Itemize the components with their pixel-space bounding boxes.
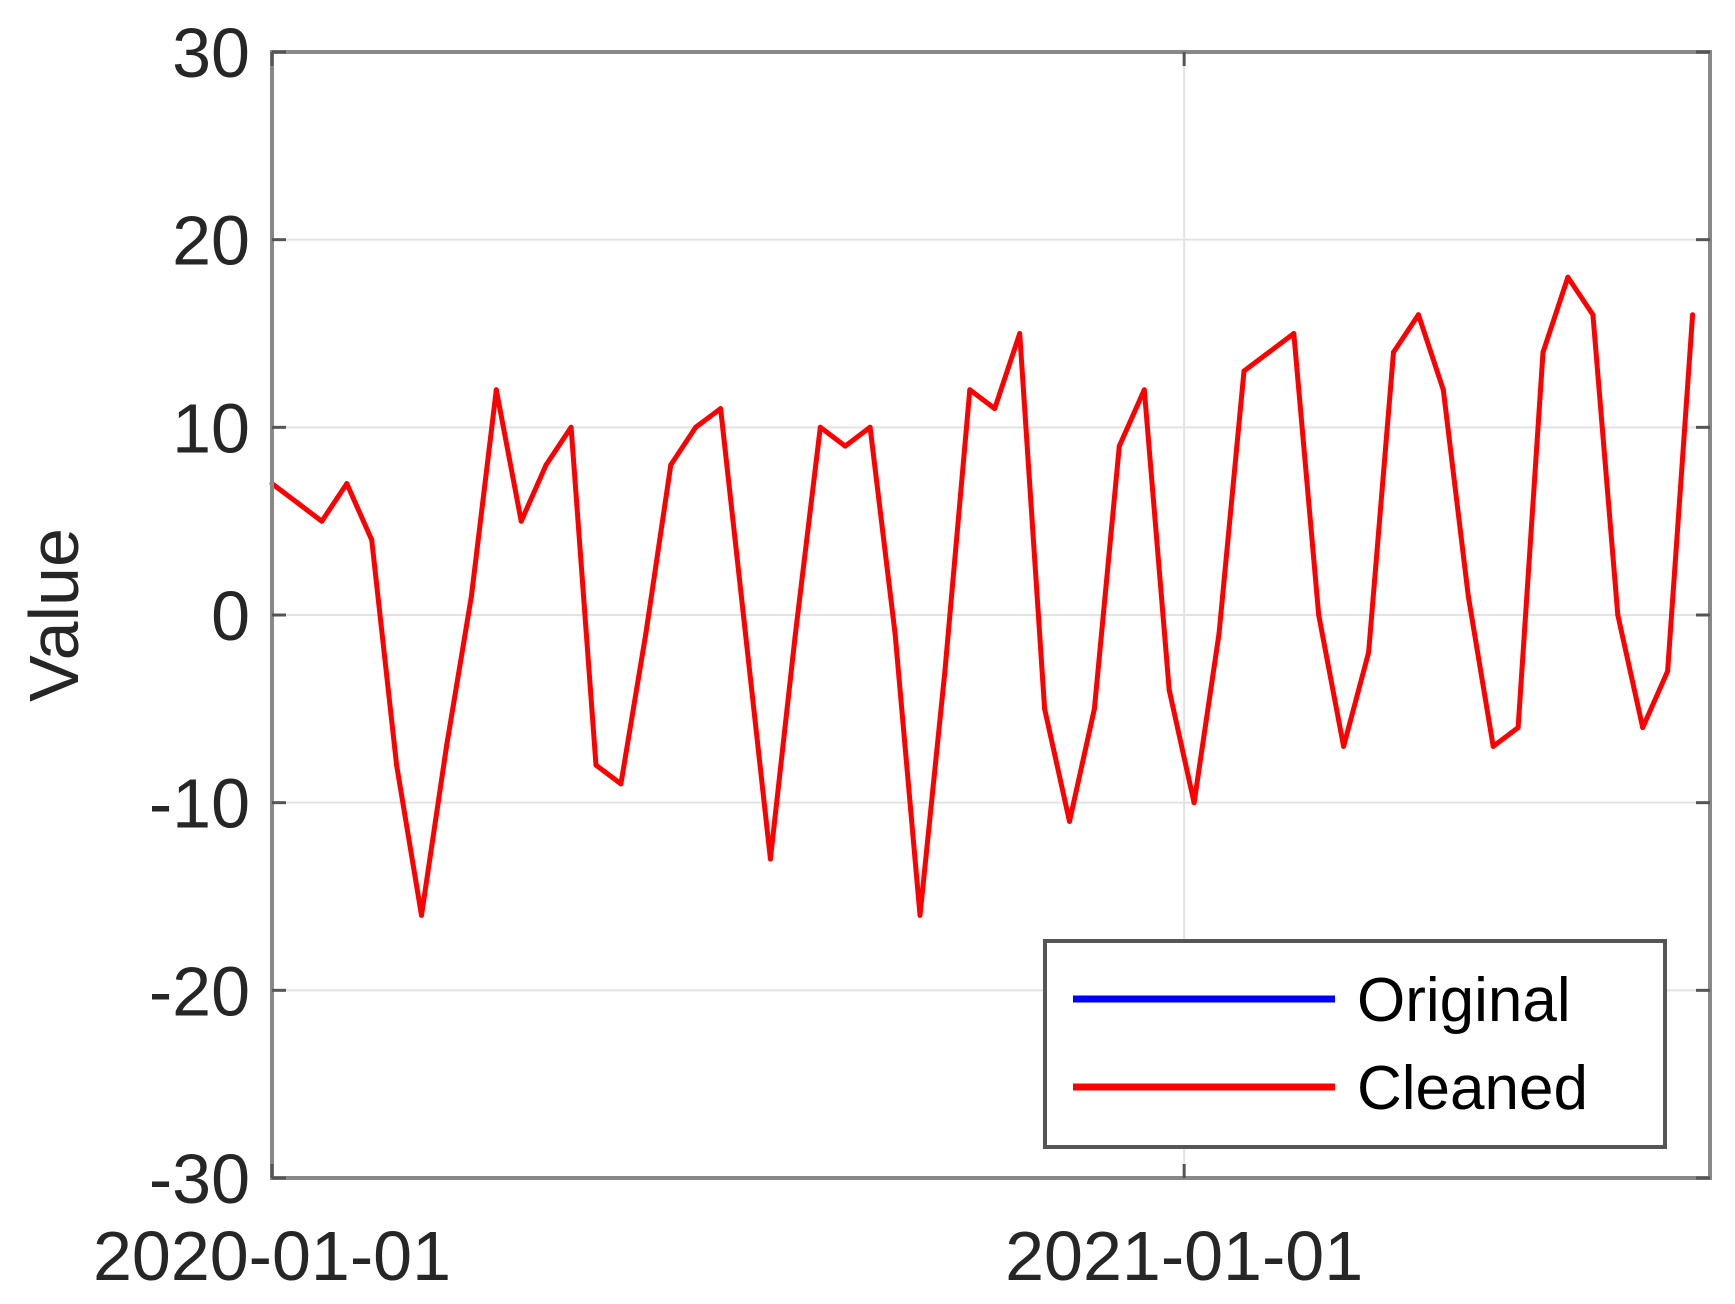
y-tick-label: 0 (211, 577, 250, 655)
data-point-cleaned (618, 781, 624, 787)
data-point-cleaned (1017, 331, 1023, 336)
data-point-cleaned (1216, 631, 1222, 637)
data-point-cleaned (1341, 743, 1347, 749)
data-point-cleaned (817, 424, 823, 430)
data-point-cleaned (693, 424, 699, 430)
data-point-cleaned (543, 462, 549, 468)
data-point-cleaned (1465, 593, 1471, 599)
y-tick-label: 20 (172, 202, 250, 280)
data-point-cleaned (394, 762, 400, 768)
data-point-cleaned (1067, 818, 1072, 824)
axis-ticks (270, 50, 1710, 1180)
data-point-cleaned (1266, 349, 1272, 355)
data-point-cleaned (1141, 387, 1147, 393)
y-tick-label: -10 (149, 765, 250, 843)
data-point-cleaned (1042, 706, 1048, 712)
data-point-cleaned (1690, 312, 1696, 318)
legend: Original Cleaned (1043, 939, 1667, 1149)
legend-box (1043, 939, 1667, 1149)
y-tick-label: -20 (149, 952, 250, 1030)
data-point-cleaned (518, 518, 524, 524)
series-lines (269, 274, 1696, 918)
data-point-cleaned (444, 743, 449, 749)
y-tick-label: 10 (172, 389, 250, 467)
data-point-cleaned (1316, 612, 1322, 618)
data-point-cleaned (867, 424, 873, 430)
data-point-cleaned (1166, 687, 1172, 693)
data-point-cleaned (718, 406, 724, 412)
x-tick-label: 2020-01-01 (93, 1217, 451, 1295)
data-point-cleaned (1515, 725, 1521, 731)
series-line-cleaned (270, 274, 1696, 918)
data-point-cleaned (1241, 368, 1247, 374)
data-point-cleaned (493, 387, 499, 393)
data-point-cleaned (568, 424, 574, 430)
data-point-cleaned (1391, 349, 1396, 355)
data-point-cleaned (767, 856, 773, 862)
legend-label-original: Original (1357, 966, 1571, 1035)
data-point-cleaned (593, 762, 599, 768)
data-point-cleaned (967, 387, 973, 393)
data-point-cleaned (1590, 312, 1596, 318)
data-point-cleaned (1640, 725, 1646, 731)
y-tick-labels: -30 -20 -10 0 10 20 30 (149, 14, 250, 1218)
data-point-cleaned (1415, 312, 1421, 318)
data-point-cleaned (792, 631, 798, 637)
data-point-cleaned (1490, 743, 1496, 749)
data-point-cleaned (294, 499, 300, 505)
data-point-cleaned (1116, 443, 1122, 449)
data-point-cleaned (1615, 612, 1621, 618)
data-point-cleaned (892, 631, 898, 637)
data-point-cleaned (1565, 274, 1571, 280)
data-point-cleaned (1540, 349, 1546, 355)
y-tick-label: 30 (172, 14, 250, 92)
data-point-cleaned (668, 462, 674, 468)
data-point-cleaned (942, 668, 948, 674)
data-point-cleaned (369, 537, 375, 543)
data-point-cleaned (1091, 706, 1097, 712)
y-axis-label: Value (15, 528, 93, 702)
data-point-cleaned (1191, 800, 1197, 806)
y-tick-label: -30 (149, 1140, 250, 1218)
data-point-cleaned (643, 631, 649, 637)
legend-label-cleaned: Cleaned (1357, 1054, 1588, 1123)
data-point-cleaned (319, 518, 325, 524)
data-point-cleaned (842, 443, 848, 449)
data-point-cleaned (992, 406, 998, 412)
x-tick-labels: 2020-01-01 2021-01-01 (93, 1217, 1363, 1295)
data-point-cleaned (917, 912, 923, 918)
data-point-cleaned (743, 631, 748, 637)
data-point-cleaned (1440, 387, 1446, 393)
data-point-cleaned (1291, 331, 1297, 336)
data-point-cleaned (1665, 668, 1671, 674)
data-point-cleaned (1366, 650, 1372, 655)
x-tick-label: 2021-01-01 (1005, 1217, 1363, 1295)
data-point-cleaned (344, 481, 350, 487)
data-point-cleaned (419, 912, 424, 918)
data-point-cleaned (468, 593, 474, 599)
